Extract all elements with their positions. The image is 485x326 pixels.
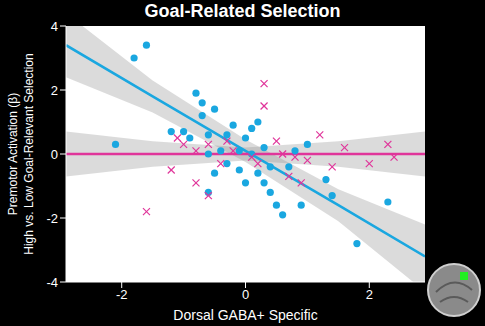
svg-text:-4: -4 (46, 275, 58, 290)
svg-text:Dorsal GABA+ Specific: Dorsal GABA+ Specific (173, 307, 317, 323)
html-text:Goal-Related Selection: Goal-Related Selection (144, 1, 341, 21)
svg-text:High vs. Low Goal-Relevant Sel: High vs. Low Goal-Relevant Selection (22, 53, 36, 254)
svg-text:Premotor Activation (β): Premotor Activation (β) (6, 93, 20, 215)
svg-text:-2: -2 (116, 287, 128, 302)
svg-text:-2: -2 (46, 211, 58, 226)
svg-text:2: 2 (51, 83, 58, 98)
svg-text:0: 0 (51, 147, 58, 162)
svg-text:0: 0 (242, 287, 249, 302)
svg-text:2: 2 (366, 287, 373, 302)
svg-text:4: 4 (51, 19, 58, 34)
